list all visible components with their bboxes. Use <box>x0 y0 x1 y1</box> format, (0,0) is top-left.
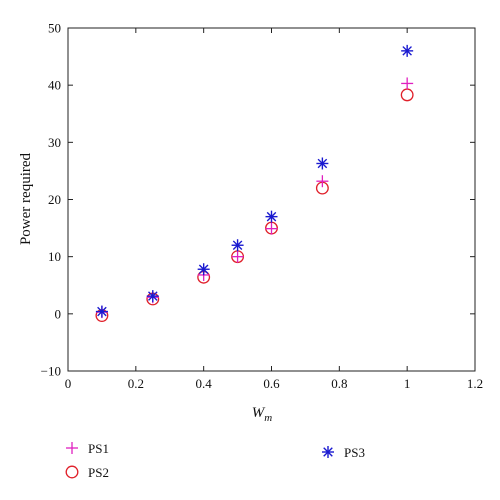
y-tick-label: 0 <box>55 306 62 321</box>
legend-marker-ps3 <box>322 446 334 458</box>
ps3-point <box>95 305 108 318</box>
legend-label-ps3: PS3 <box>344 445 365 460</box>
ps3-point <box>401 44 414 57</box>
ps3-point <box>316 157 329 170</box>
ps1-point <box>265 222 278 235</box>
x-tick-label: 0.6 <box>263 376 280 391</box>
ps3-point <box>231 239 244 252</box>
legend-marker-ps1 <box>66 442 78 454</box>
plot-frame <box>67 27 476 372</box>
legend: PS1 PS2 PS3 <box>65 441 365 480</box>
ps3-point <box>146 290 159 303</box>
x-tick-label: 0.4 <box>196 376 213 391</box>
x-axis-label-subscript: m <box>264 412 272 424</box>
ps1-point <box>231 250 244 263</box>
data-points <box>95 44 414 322</box>
x-axis-label-base: W <box>252 405 266 421</box>
x-tick-label: 1.2 <box>467 376 483 391</box>
x-axis-label: Wm <box>252 405 273 424</box>
y-tick-label: −10 <box>41 364 61 379</box>
y-tick-label: 20 <box>48 192 61 207</box>
axis-ticks: 0 0.2 0.4 0.6 0.8 1 1.2 −10 0 10 20 30 40 50 <box>41 21 483 392</box>
y-tick-label: 40 <box>48 78 61 93</box>
y-tick-label: 30 <box>48 135 61 150</box>
ps3-point <box>265 210 278 223</box>
x-tick-label: 1 <box>404 376 411 391</box>
y-tick-label: 10 <box>48 249 61 264</box>
ps1-point <box>316 175 329 188</box>
y-tick-label: 50 <box>48 21 61 36</box>
legend-label-ps2: PS2 <box>88 465 109 480</box>
y-axis-label: Power required <box>18 152 34 245</box>
ps1-point <box>401 77 414 90</box>
x-tick-label: 0.2 <box>128 376 144 391</box>
x-tick-label: 0 <box>65 376 72 391</box>
legend-label-ps1: PS1 <box>88 441 109 456</box>
legend-marker-ps2 <box>65 465 79 479</box>
ps2-point <box>400 88 414 102</box>
ps3-point <box>197 263 210 276</box>
x-tick-label: 0.8 <box>331 376 347 391</box>
